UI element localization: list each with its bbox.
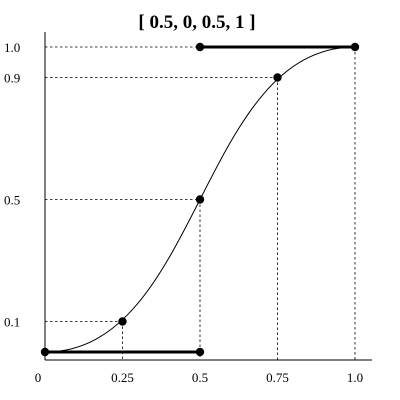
control-point-2 (195, 42, 205, 52)
curve-point-2 (195, 195, 205, 204)
y-tick-label: 0.5 (4, 193, 20, 208)
x-tick-label: 0.75 (266, 370, 289, 385)
chart-title: [ 0.5, 0, 0.5, 1 ] (138, 12, 255, 33)
y-tick-label: 0.1 (4, 315, 20, 330)
x-tick-labels: 0 0.25 0.5 0.75 1.0 (35, 370, 363, 385)
y-tick-label: 0.9 (4, 71, 20, 86)
curve-point-1 (118, 317, 127, 326)
curve-point-3 (273, 73, 282, 82)
x-tick-label: 0 (35, 370, 42, 385)
control-point-1 (195, 347, 205, 357)
control-point-3 (350, 42, 360, 52)
y-tick-label: 1.0 (4, 40, 20, 55)
x-tick-label: 0.25 (111, 370, 134, 385)
y-tick-labels: 0.1 0.5 0.9 1.0 (4, 40, 20, 330)
handle-lines (45, 45, 355, 354)
axes (44, 32, 372, 361)
points (40, 42, 360, 357)
x-tick-label: 1.0 (347, 370, 363, 385)
x-tick-label: 0.5 (192, 370, 208, 385)
control-point-0 (40, 347, 50, 357)
